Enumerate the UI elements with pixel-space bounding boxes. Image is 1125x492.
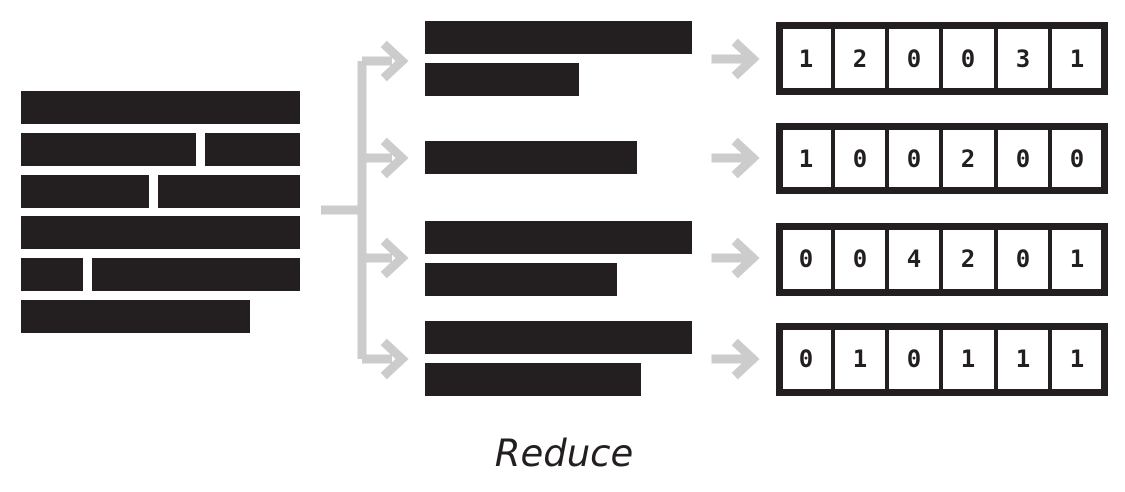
vector-cell: 4 — [907, 245, 921, 273]
input-document — [21, 91, 300, 333]
chunks — [425, 21, 692, 396]
vector-3: 0 0 4 2 0 1 — [776, 223, 1108, 296]
vector-cell: 0 — [799, 245, 813, 273]
input-line-1 — [21, 91, 300, 124]
vector-cell: 1 — [853, 345, 867, 373]
input-line-2b — [205, 133, 300, 166]
input-line-6 — [21, 300, 250, 333]
vector-cell: 1 — [1070, 45, 1084, 73]
vector-cell: 1 — [961, 345, 975, 373]
chunk-1 — [425, 21, 692, 96]
chunk-2 — [425, 141, 637, 174]
vector-cell: 0 — [1016, 245, 1030, 273]
arrow-right-icon — [711, 38, 760, 80]
vector-arrows — [711, 38, 760, 380]
chunk-3 — [425, 221, 692, 296]
arrow-right-icon — [711, 338, 760, 380]
vector-cell: 2 — [853, 45, 867, 73]
chunk-1-line-2 — [425, 63, 579, 96]
vector-cell: 0 — [799, 345, 813, 373]
input-line-4 — [21, 216, 300, 249]
vector-cell: 0 — [853, 145, 867, 173]
vector-cell: 1 — [1016, 345, 1030, 373]
chunk-1-line-1 — [425, 21, 692, 54]
input-line-3a — [21, 175, 149, 208]
vector-cell: 0 — [853, 245, 867, 273]
input-line-2a — [21, 133, 196, 166]
vector-2: 1 0 0 2 0 0 — [776, 123, 1108, 194]
vector-cell: 1 — [1070, 345, 1084, 373]
input-line-5a — [21, 258, 83, 291]
vector-cell: 0 — [907, 145, 921, 173]
arrow-right-icon — [711, 237, 760, 279]
branch-connector — [321, 56, 392, 364]
chunk-3-line-1 — [425, 221, 692, 254]
vector-cell: 2 — [961, 245, 975, 273]
arrow-right-icon — [711, 137, 760, 179]
chunk-2-line-1 — [425, 141, 637, 174]
chunk-4 — [425, 321, 692, 396]
arrowhead-icon — [380, 137, 409, 179]
branch-arrowheads — [380, 40, 409, 380]
vector-1: 1 2 0 0 3 1 — [776, 22, 1108, 95]
arrowhead-icon — [380, 237, 409, 279]
vector-cell: 3 — [1016, 45, 1030, 73]
arrowhead-icon — [380, 338, 409, 380]
vectors: 1 2 0 0 3 1 1 0 0 2 0 0 — [776, 22, 1108, 396]
vector-cell: 0 — [907, 45, 921, 73]
chunk-4-line-2 — [425, 363, 641, 396]
vector-cell: 0 — [1016, 145, 1030, 173]
vector-cell: 0 — [907, 345, 921, 373]
vector-cell: 0 — [1070, 145, 1084, 173]
vector-cell: 0 — [961, 45, 975, 73]
vector-cell: 2 — [961, 145, 975, 173]
vector-cell: 1 — [799, 145, 813, 173]
vector-cell: 1 — [1070, 245, 1084, 273]
chunk-4-line-1 — [425, 321, 692, 354]
input-line-3b — [158, 175, 300, 208]
vector-cell: 1 — [799, 45, 813, 73]
vector-4: 0 1 0 1 1 1 — [776, 323, 1108, 396]
arrowhead-icon — [380, 40, 409, 82]
diagram-caption: Reduce — [495, 432, 634, 475]
input-line-5b — [92, 258, 300, 291]
chunk-3-line-2 — [425, 263, 617, 296]
